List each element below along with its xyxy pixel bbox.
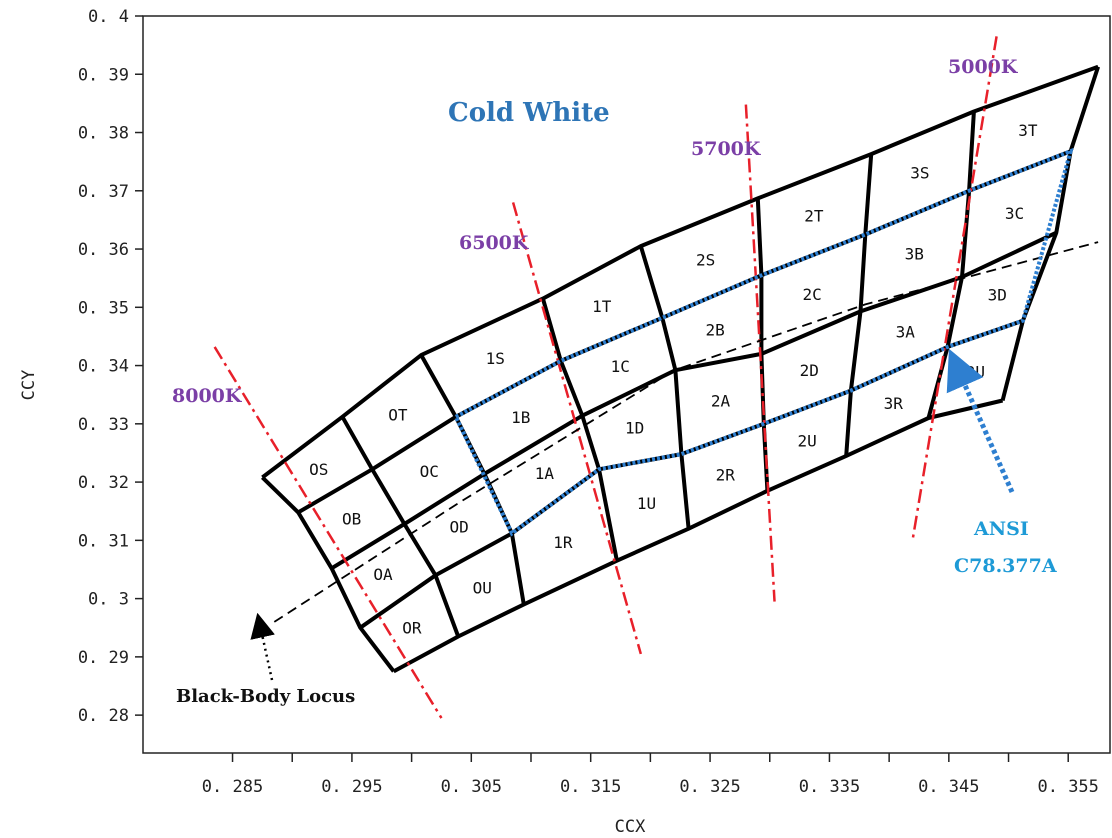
- bin-label: 3U: [966, 363, 985, 382]
- y-tick-label: 0. 33: [78, 415, 129, 435]
- bin-label: 1C: [611, 357, 630, 376]
- bin-label: OC: [420, 462, 439, 481]
- y-tick-label: 0. 4: [88, 7, 129, 27]
- y-tick-label: 0. 37: [78, 182, 129, 202]
- bin-label: OA: [373, 565, 393, 584]
- bin-label: 1T: [592, 297, 612, 316]
- bin-label: 2B: [705, 320, 724, 339]
- y-tick-label: 0. 3: [88, 590, 129, 610]
- cct-label-6500k: 6500K: [459, 232, 530, 254]
- bin-label: OR: [402, 619, 422, 638]
- bin-labels: OS OB OA OR OT OC OD OU 1S 1B 1A 1R 1T 1C 1D 1U 2S 2B 2A 2R…: [309, 121, 1038, 638]
- y-tick-label: 0. 32: [78, 473, 129, 493]
- bin-label: 3B: [905, 244, 924, 263]
- bin-label: 3R: [884, 394, 904, 413]
- x-tick-label: 0. 285: [202, 777, 263, 797]
- bin-label: 2C: [802, 285, 821, 304]
- bin-label: 3S: [910, 164, 929, 183]
- ansi-region-outline: [453, 147, 1074, 537]
- bin-label: 2R: [716, 465, 736, 484]
- bin-label: 2U: [797, 431, 816, 450]
- black-body-locus-arrow: [250, 612, 275, 681]
- bin-label: 2T: [804, 207, 824, 226]
- bin-label: OU: [473, 578, 492, 597]
- bin-label: 3T: [1018, 121, 1038, 140]
- x-axis-ticks: 0. 285 0. 295 0. 305 0. 315 0. 325 0. 335 0. 3…: [202, 753, 1099, 797]
- bin-horizontal-line: [297, 149, 1072, 515]
- black-body-locus: [273, 241, 1099, 623]
- ansi-region: [453, 147, 1074, 537]
- y-tick-label: 0. 29: [78, 648, 129, 668]
- y-tick-label: 0. 34: [78, 357, 129, 377]
- bin-label: 3A: [896, 323, 916, 342]
- bin-label: 2D: [800, 361, 819, 380]
- y-tick-label: 0. 39: [78, 65, 129, 85]
- ansi-arrow: [946, 348, 1015, 494]
- bin-horizontal-line: [392, 398, 1004, 674]
- bin-label: OS: [309, 460, 328, 479]
- y-tick-label: 0. 31: [78, 531, 129, 551]
- ansi-label-line2: C78.377A: [954, 555, 1057, 577]
- plot-frame: [142, 15, 1111, 754]
- x-tick-label: 0. 305: [441, 777, 502, 797]
- cct-label-5000k: 5000K: [948, 56, 1019, 78]
- bin-label: 2A: [711, 392, 731, 411]
- cct-lines: [213, 36, 998, 719]
- bin-label: 1U: [637, 494, 656, 513]
- y-tick-label: 0. 35: [78, 298, 129, 318]
- bin-vertical-line: [844, 153, 874, 457]
- bin-label: 3C: [1005, 204, 1024, 223]
- bin-label: 3D: [988, 285, 1007, 304]
- x-axis-title: CCX: [615, 817, 646, 837]
- cct-line: [511, 202, 643, 655]
- chart-title: Cold White: [448, 98, 610, 128]
- x-tick-label: 0. 315: [560, 777, 621, 797]
- y-axis-ticks: 0. 28 0. 29 0. 3 0. 31 0. 32 0. 33 0. 34 0. 35 0…: [78, 7, 143, 726]
- bin-label: 1B: [511, 408, 530, 427]
- bin-label: 1A: [535, 464, 555, 483]
- cct-label-5700k: 5700K: [691, 138, 762, 160]
- bin-label: OD: [449, 518, 468, 537]
- x-tick-label: 0. 325: [679, 777, 740, 797]
- y-tick-label: 0. 36: [78, 240, 129, 260]
- ansi-label-line1: ANSI: [973, 518, 1029, 540]
- y-tick-label: 0. 38: [78, 124, 129, 144]
- bin-label: 1S: [486, 349, 505, 368]
- black-body-locus-label: Black-Body Locus: [176, 686, 355, 707]
- x-tick-label: 0. 345: [918, 777, 979, 797]
- bin-label: 1R: [553, 533, 573, 552]
- bin-vertical-line: [755, 198, 770, 491]
- bin-label: OB: [342, 510, 361, 529]
- x-tick-label: 0. 355: [1037, 777, 1098, 797]
- y-axis-title: CCY: [19, 370, 39, 401]
- y-tick-label: 0. 28: [78, 706, 129, 726]
- bin-vertical-line: [540, 298, 619, 562]
- cct-line: [911, 36, 998, 538]
- bin-label: OT: [388, 406, 408, 425]
- cct-line: [744, 104, 776, 602]
- cct-line: [213, 346, 443, 719]
- cct-label-8000k: 8000K: [172, 385, 243, 407]
- black-body-locus-line: [273, 241, 1099, 623]
- bin-label: 1D: [625, 418, 644, 437]
- bin-label: 2S: [696, 250, 715, 269]
- x-tick-label: 0. 295: [321, 777, 382, 797]
- x-tick-label: 0. 335: [799, 777, 860, 797]
- bin-horizontal-line: [261, 64, 1099, 479]
